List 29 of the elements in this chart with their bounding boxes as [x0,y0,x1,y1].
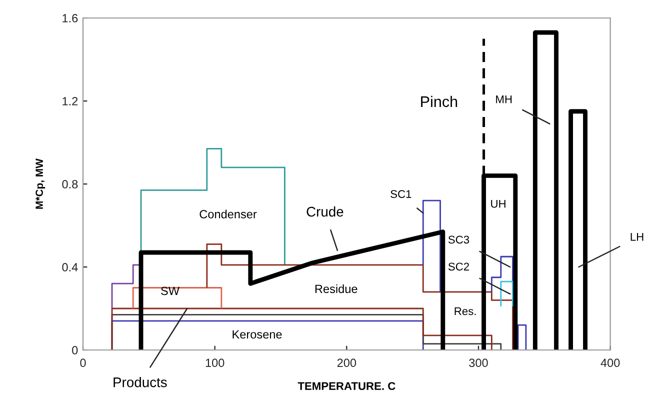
annotation: MH [496,95,512,104]
annotation: SC1 [390,190,412,198]
x-tick-label: 0 [80,358,86,368]
annotation: Crude [306,206,344,217]
annotation: Pinch [421,96,458,108]
annotation: SC3 [448,236,470,244]
annotation: SC2 [448,262,469,271]
annotation: UH [491,200,506,208]
x-tick-label: 100 [206,358,224,368]
annotation: Kerosene [232,330,282,339]
annotation: Res. [454,307,476,316]
x-tick-label: 300 [469,358,488,368]
x-tick-label: 400 [600,358,620,368]
annotation: Products [114,377,167,388]
x-axis-title: TEMPERATURE. C [298,382,396,390]
y-tick-label: 1.2 [62,97,78,106]
y-axis-title: M*Cp, MW [36,158,46,209]
line-series [140,148,286,266]
y-tick-label: 0 [72,346,78,354]
annotation: SW [161,286,180,296]
annotation: Condenser [200,210,257,218]
line-series [138,230,446,350]
line-series [206,243,514,350]
y-tick-label: 1.6 [62,14,78,22]
annotation: LH [630,233,644,241]
annotation: Residue [315,284,358,294]
x-tick-label: 200 [337,358,356,368]
y-tick-label: 0.8 [62,180,78,188]
y-tick-label: 0.4 [62,263,78,272]
